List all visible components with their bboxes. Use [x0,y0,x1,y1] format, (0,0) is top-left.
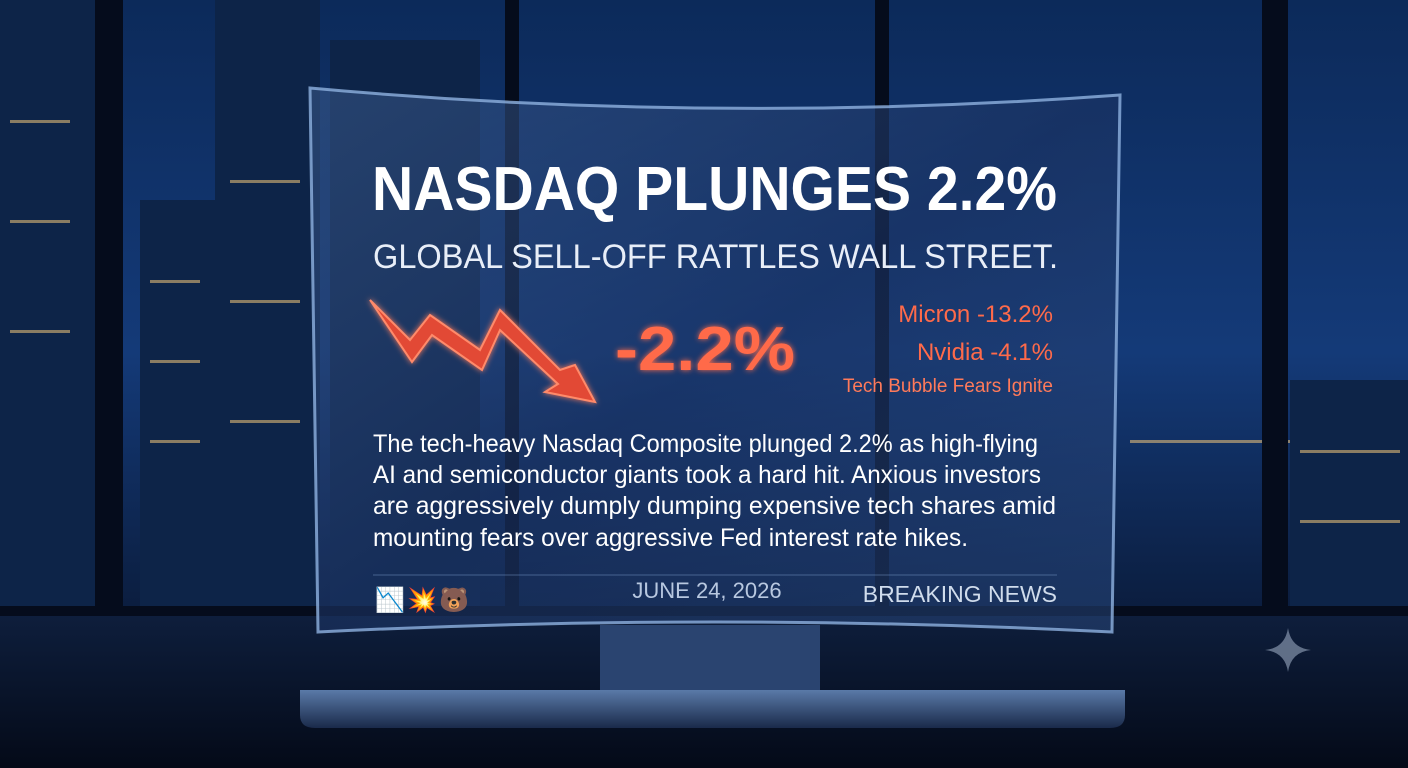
headline: NASDAQ PLUNGES 2.2% [372,155,1057,224]
icon: 💥 [407,586,437,614]
mover: Micron -13.2% [898,301,1053,328]
body-line: AI and semiconductor giants took a hard … [373,461,1041,489]
tagline: Tech Bubble Fears Ignite [843,376,1053,397]
body-line: are aggressively dumply dumping expensiv… [373,492,1056,520]
icon: 🐻 [439,585,469,614]
date: JUNE 24, 2026 [632,578,781,603]
down-arrow [369,299,597,404]
subtitle: GLOBAL SELL-OFF RATTLES WALL STREET. [373,238,1058,276]
change: -2.2% [615,315,795,384]
label: BREAKING NEWS [863,581,1057,607]
stand-neck [600,625,820,695]
icon: 📉 [375,586,405,614]
sparkle [1265,628,1311,672]
body-line: mounting fears over aggressive Fed inter… [373,524,968,552]
stand-base [300,690,1125,728]
glass-panel [308,86,1122,634]
mover: Nvidia -4.1% [917,339,1053,366]
city-lights [10,120,1400,523]
body-line: The tech-heavy Nasdaq Composite plunged … [373,430,1038,458]
